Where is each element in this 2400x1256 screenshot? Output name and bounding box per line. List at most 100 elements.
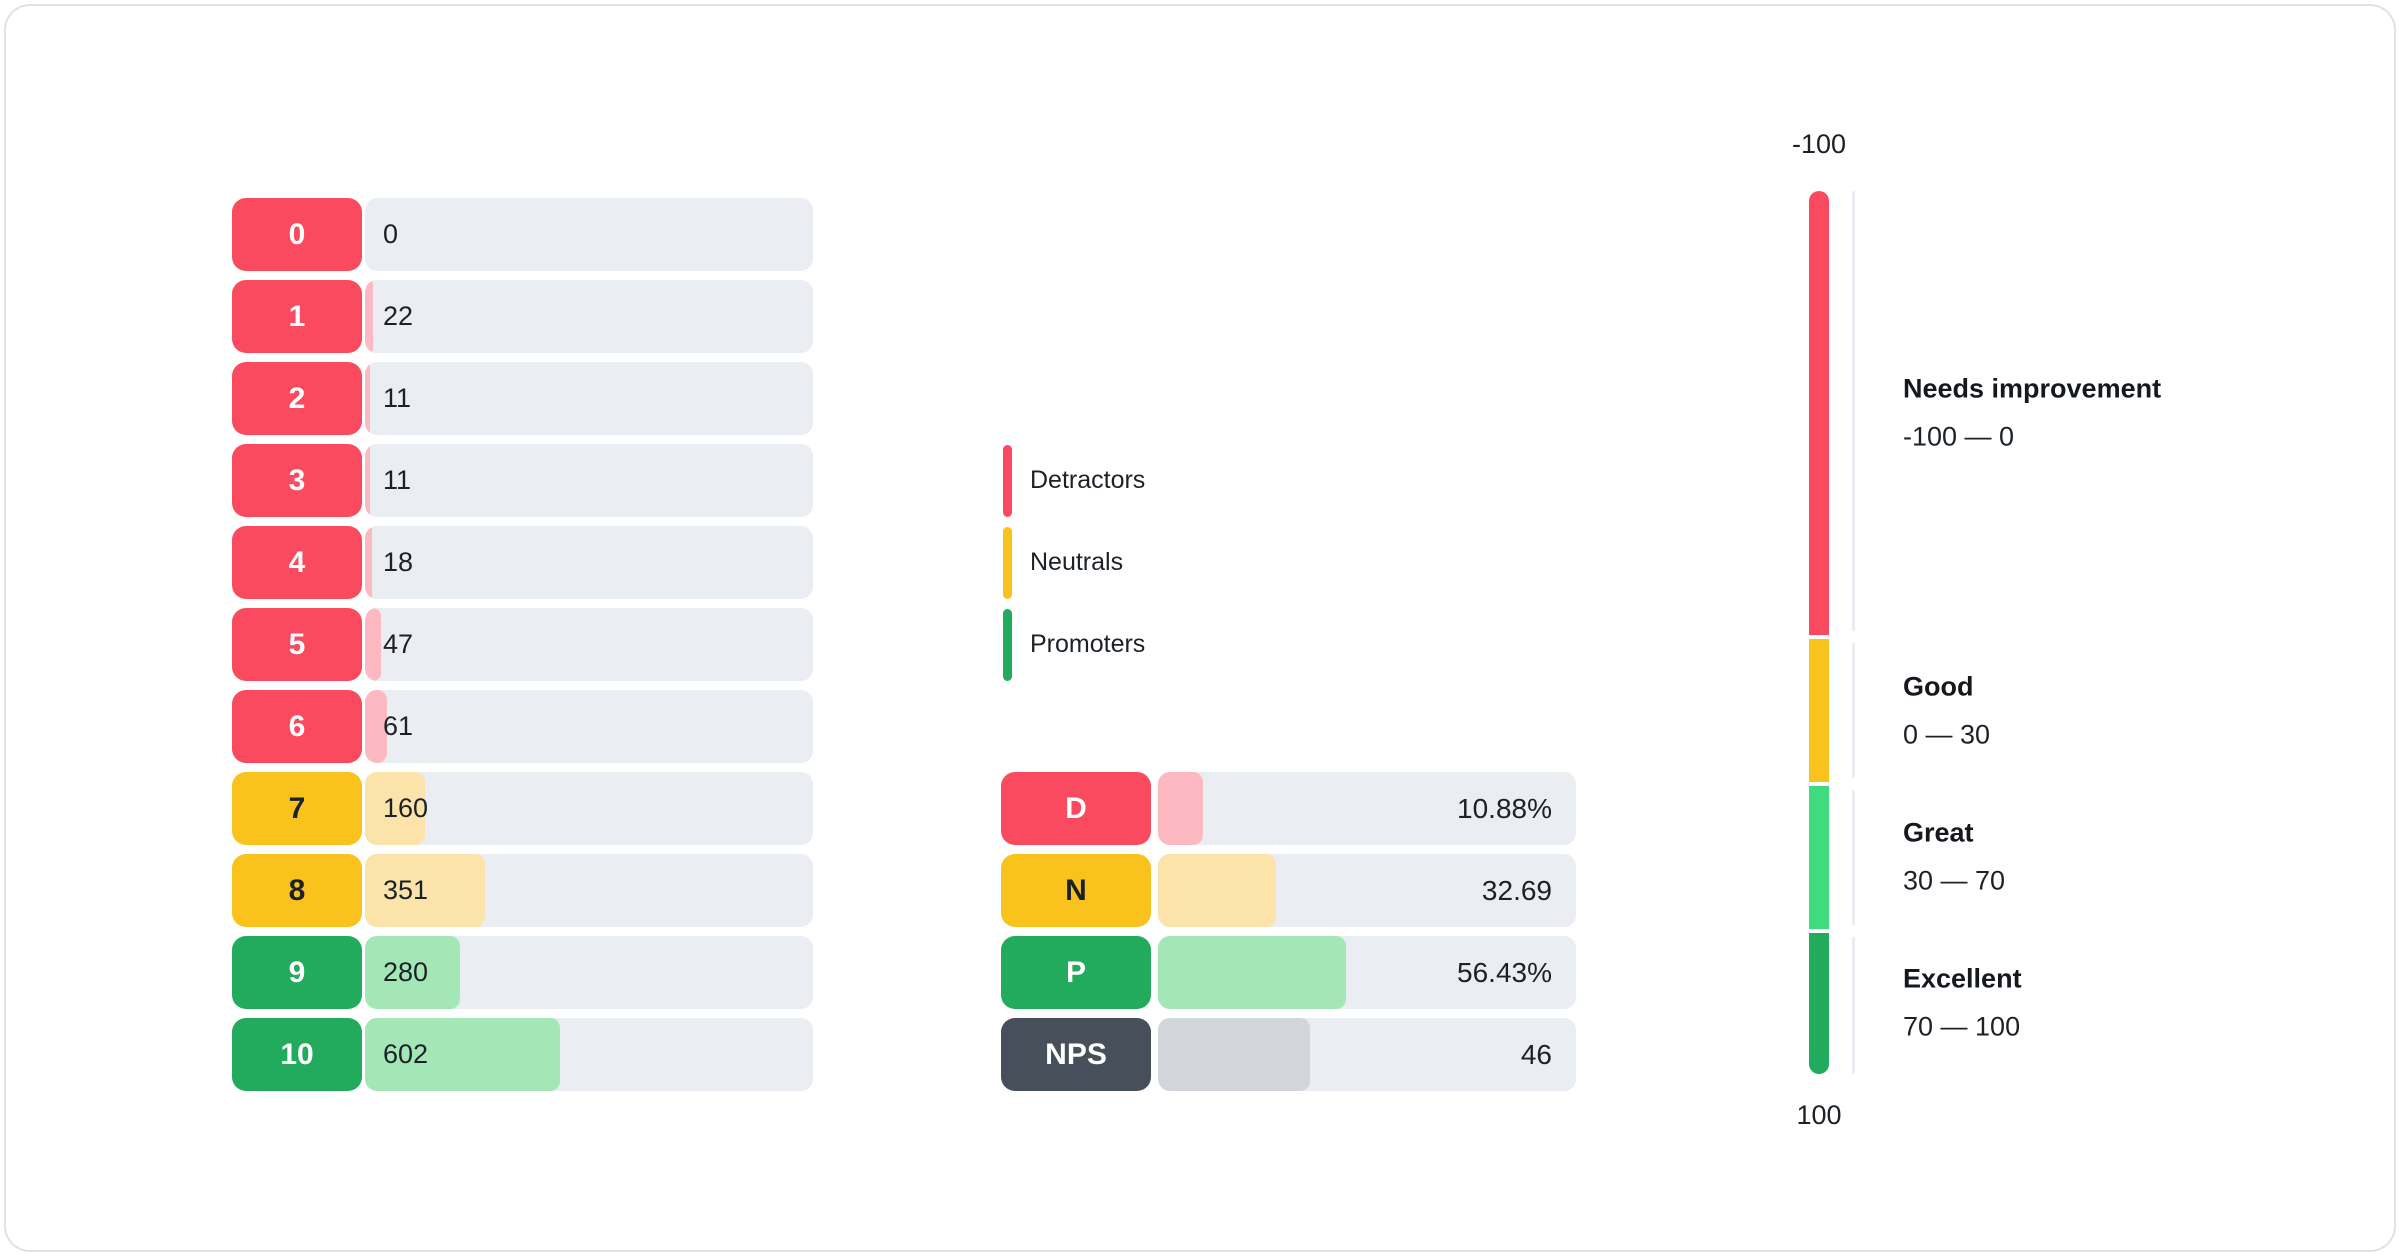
summary-track: 32.69 xyxy=(1158,854,1576,927)
score-count: 22 xyxy=(383,301,414,331)
score-track: 47 xyxy=(365,608,813,681)
summary-track: 46 xyxy=(1158,1018,1576,1091)
score-badge: 6 xyxy=(232,690,362,763)
summary-row-promoters: P 56.43% xyxy=(1001,936,1576,1009)
score-row-9: 9 280 xyxy=(232,936,813,1009)
summary-row-detractors: D 10.88% xyxy=(1001,772,1576,845)
summary-track: 56.43% xyxy=(1158,936,1576,1009)
score-row-0: 0 0 xyxy=(232,198,813,271)
legend-label: Neutrals xyxy=(1030,548,1124,576)
gauge-divider xyxy=(1852,790,1855,925)
score-track: 0 xyxy=(365,198,813,271)
nps-summary-chart: D 10.88% N 32.69 P 56.43% NPS 46 xyxy=(1001,772,1576,1100)
summary-track: 10.88% xyxy=(1158,772,1576,845)
score-track: 61 xyxy=(365,690,813,763)
score-fill xyxy=(365,772,426,845)
score-fill xyxy=(365,526,373,599)
gauge-zone-needs-improvement xyxy=(1809,191,1829,635)
score-fill xyxy=(365,690,387,763)
score-track: 18 xyxy=(365,526,813,599)
legend-item-neutrals: Neutrals xyxy=(1003,526,1145,599)
score-row-3: 3 11 xyxy=(232,444,813,517)
zone-range: 30 — 70 xyxy=(1903,865,2006,896)
zone-title: Good xyxy=(1903,671,1974,702)
score-row-2: 2 11 xyxy=(232,362,813,435)
summary-fill xyxy=(1158,1018,1311,1091)
summary-badge: P xyxy=(1001,936,1151,1009)
zone-title: Great xyxy=(1903,817,1974,848)
gauge-divider xyxy=(1852,643,1855,778)
summary-badge: N xyxy=(1001,854,1151,927)
score-count: 351 xyxy=(383,875,429,905)
score-count: 280 xyxy=(383,957,429,987)
legend-item-promoters: Promoters xyxy=(1003,608,1145,681)
nps-widget-card: 0 0 1 22 2 11 3 11 xyxy=(4,4,2396,1252)
score-count: 11 xyxy=(383,465,412,495)
promoters-color-swatch xyxy=(1003,608,1012,681)
score-badge: 2 xyxy=(232,362,362,435)
summary-badge: D xyxy=(1001,772,1151,845)
score-fill xyxy=(365,362,370,435)
score-fill xyxy=(365,280,374,353)
summary-value: 32.69 xyxy=(1481,874,1552,906)
score-track: 351 xyxy=(365,854,813,927)
score-track: 22 xyxy=(365,280,813,353)
score-fill xyxy=(365,444,370,517)
gauge-zone-label-needs-improvement: Needs improvement -100 — 0 xyxy=(1903,374,2323,453)
score-row-7: 7 160 xyxy=(232,772,813,845)
summary-row-nps: NPS 46 xyxy=(1001,1018,1576,1091)
summary-row-neutrals: N 32.69 xyxy=(1001,854,1576,927)
summary-value: 10.88% xyxy=(1457,792,1552,824)
zone-range: 0 — 30 xyxy=(1903,719,1991,750)
score-fill xyxy=(365,936,460,1009)
gauge-zone-good xyxy=(1809,639,1829,782)
score-row-8: 8 351 xyxy=(232,854,813,927)
score-row-5: 5 47 xyxy=(232,608,813,681)
score-count: 602 xyxy=(383,1039,429,1069)
zone-title: Needs improvement xyxy=(1903,373,2162,404)
score-count: 11 xyxy=(383,383,412,413)
score-fill xyxy=(365,608,382,681)
legend-label: Detractors xyxy=(1030,466,1146,494)
score-row-10: 10 602 xyxy=(232,1018,813,1091)
score-count: 47 xyxy=(383,629,414,659)
score-count: 61 xyxy=(383,711,414,741)
summary-fill xyxy=(1158,936,1347,1009)
legend-label: Promoters xyxy=(1030,630,1146,658)
summary-badge: NPS xyxy=(1001,1018,1151,1091)
gauge-divider xyxy=(1852,937,1855,1074)
score-fill xyxy=(365,854,486,927)
score-badge: 3 xyxy=(232,444,362,517)
score-badge: 0 xyxy=(232,198,362,271)
score-track: 11 xyxy=(365,362,813,435)
score-badge: 7 xyxy=(232,772,362,845)
score-badge: 8 xyxy=(232,854,362,927)
legend-item-detractors: Detractors xyxy=(1003,444,1145,517)
score-count: 0 xyxy=(383,219,399,249)
score-row-1: 1 22 xyxy=(232,280,813,353)
score-badge: 9 xyxy=(232,936,362,1009)
gauge-divider xyxy=(1852,191,1855,631)
score-badge: 5 xyxy=(232,608,362,681)
score-badge: 10 xyxy=(232,1018,362,1091)
score-track: 11 xyxy=(365,444,813,517)
gauge-zone-label-great: Great 30 — 70 xyxy=(1903,818,2323,897)
gauge-max-label: -100 xyxy=(1791,129,1847,159)
neutrals-color-swatch xyxy=(1003,526,1012,599)
zone-range: -100 — 0 xyxy=(1903,421,2015,452)
score-fill xyxy=(365,1018,560,1091)
gauge-zone-label-good: Good 0 — 30 xyxy=(1903,672,2323,751)
score-badge: 4 xyxy=(232,526,362,599)
score-count: 160 xyxy=(383,793,429,823)
summary-fill xyxy=(1158,772,1204,845)
score-track: 280 xyxy=(365,936,813,1009)
score-distribution-chart: 0 0 1 22 2 11 3 11 xyxy=(232,198,813,1100)
gauge-min-label: 100 xyxy=(1796,1100,1842,1130)
score-badge: 1 xyxy=(232,280,362,353)
score-track: 602 xyxy=(365,1018,813,1091)
summary-fill xyxy=(1158,854,1276,927)
gauge-zone-label-excellent: Excellent 70 — 100 xyxy=(1903,964,2323,1043)
gauge-zone-great xyxy=(1809,786,1829,929)
score-count: 18 xyxy=(383,547,414,577)
score-row-4: 4 18 xyxy=(232,526,813,599)
